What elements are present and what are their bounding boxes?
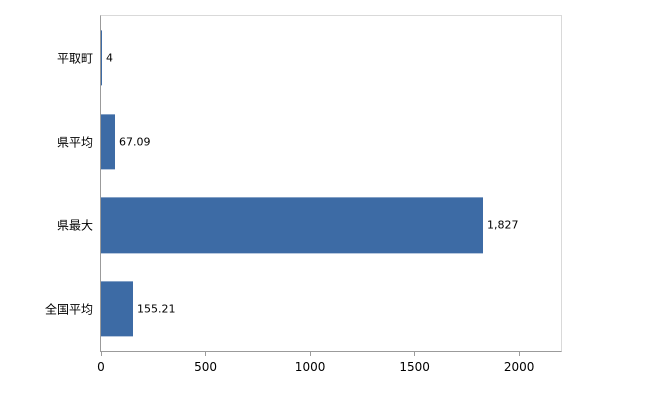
value-label: 67.09 (119, 135, 151, 149)
bar (101, 281, 133, 337)
x-axis-tick-label: 500 (194, 360, 217, 374)
value-label: 4 (106, 51, 113, 65)
bar-row: 平取町 4 (57, 16, 561, 100)
x-axis-tick-label: 1000 (294, 360, 326, 374)
category-label: 全国平均 (44, 302, 93, 317)
x-axis-tick (309, 351, 311, 356)
category-label: 県平均 (56, 135, 93, 150)
x-axis-tick (518, 351, 520, 356)
x-axis-tick (205, 351, 207, 356)
category-label: 平取町 (56, 51, 93, 66)
bar (101, 30, 102, 86)
category-label: 県最大 (56, 218, 93, 233)
x-axis-tick (100, 351, 102, 356)
x-axis-tick (414, 351, 416, 356)
bar (101, 113, 115, 170)
x-axis-tick-label: 2000 (503, 360, 535, 374)
x-axis-tick-label: 0 (97, 360, 105, 374)
value-label: 155.21 (137, 302, 176, 316)
bar (101, 197, 483, 254)
bar-row: 県平均 67.09 (57, 100, 561, 184)
x-axis-tick-label: 1500 (399, 360, 430, 374)
bar-row: 県最大 1,827 (57, 184, 561, 268)
bar-row: 全国平均 155.21 (45, 267, 561, 351)
value-label: 1,827 (487, 218, 519, 232)
plot-area: 平取町 4 県平均 67.09 県最大 1,827 全国平均 155.21 0 500 1000 15… (45, 15, 562, 374)
